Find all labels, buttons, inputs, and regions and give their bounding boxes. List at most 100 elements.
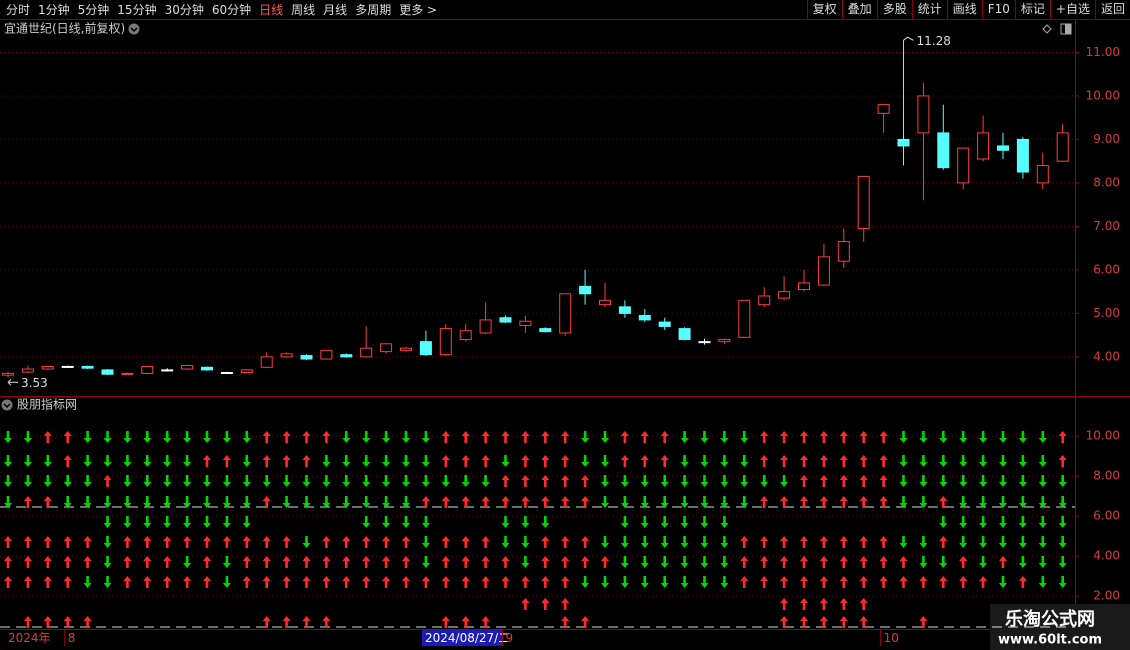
tool-button[interactable]: 画线 bbox=[946, 0, 982, 19]
candle-body bbox=[220, 372, 233, 375]
up-arrow bbox=[780, 598, 789, 610]
up-arrow bbox=[859, 616, 868, 628]
period-tab[interactable]: 更多 > bbox=[399, 3, 438, 17]
period-tab[interactable]: 多周期 bbox=[355, 3, 392, 17]
up-arrow bbox=[760, 455, 769, 467]
period-tab[interactable]: 5分钟 bbox=[77, 3, 110, 17]
y-tick-label: 10.00 bbox=[1086, 429, 1120, 443]
down-arrow bbox=[203, 431, 211, 443]
up-arrow bbox=[879, 496, 888, 508]
up-arrow bbox=[143, 536, 152, 548]
up-arrow bbox=[919, 576, 928, 588]
up-arrow bbox=[640, 455, 649, 467]
down-arrow bbox=[1038, 556, 1047, 568]
up-arrow bbox=[740, 556, 749, 568]
down-arrow bbox=[601, 536, 609, 548]
period-tab[interactable]: 30分钟 bbox=[164, 3, 204, 17]
up-arrow bbox=[481, 616, 490, 628]
diamond-icon[interactable] bbox=[1042, 24, 1052, 34]
up-arrow bbox=[521, 475, 530, 487]
up-arrow bbox=[43, 616, 52, 628]
down-arrow bbox=[660, 496, 669, 508]
up-arrow bbox=[839, 475, 848, 487]
down-arrow bbox=[959, 475, 968, 487]
up-arrow bbox=[382, 556, 391, 568]
tool-button[interactable]: F10 bbox=[981, 0, 1015, 19]
tool-button[interactable]: 标记 bbox=[1014, 0, 1050, 19]
up-arrow bbox=[561, 496, 570, 508]
down-arrow bbox=[103, 455, 112, 467]
up-arrow bbox=[322, 556, 331, 568]
tool-button[interactable]: 复权 bbox=[806, 0, 842, 19]
up-arrow bbox=[461, 455, 470, 467]
down-arrow bbox=[999, 496, 1007, 508]
down-arrow bbox=[402, 516, 410, 528]
up-arrow bbox=[620, 455, 629, 467]
down-arrow bbox=[163, 496, 172, 508]
down-arrow bbox=[342, 455, 351, 467]
down-arrow bbox=[183, 516, 192, 528]
up-arrow bbox=[819, 556, 828, 568]
down-arrow bbox=[1038, 536, 1047, 548]
up-arrow bbox=[63, 576, 72, 588]
candle-body bbox=[937, 132, 950, 169]
up-arrow bbox=[461, 616, 470, 628]
candle-body bbox=[599, 299, 611, 306]
down-arrow bbox=[640, 576, 649, 588]
x-tick-label: 8 bbox=[68, 631, 76, 645]
down-arrow bbox=[23, 475, 32, 487]
down-arrow bbox=[1038, 516, 1047, 528]
tool-button[interactable]: 统计 bbox=[911, 0, 947, 19]
down-arrow bbox=[1018, 455, 1027, 467]
period-tab[interactable]: 15分钟 bbox=[117, 3, 157, 17]
tool-button[interactable]: 返回 bbox=[1094, 0, 1130, 19]
period-tabs: 分时 1分钟 5分钟 15分钟 30分钟 60分钟 日线 周线 月线 多周期 更多 > bbox=[0, 0, 439, 19]
period-tab[interactable]: 月线 bbox=[323, 3, 348, 17]
down-arrow bbox=[183, 556, 192, 568]
up-arrow bbox=[859, 598, 868, 610]
candle-body bbox=[678, 328, 691, 340]
tool-button[interactable]: 叠加 bbox=[841, 0, 877, 19]
candle-body bbox=[141, 365, 154, 374]
up-arrow bbox=[839, 431, 848, 443]
candle-body bbox=[917, 95, 930, 134]
period-tab[interactable]: 周线 bbox=[291, 3, 316, 17]
up-arrow bbox=[402, 556, 410, 568]
up-arrow bbox=[163, 556, 172, 568]
up-arrow bbox=[521, 431, 530, 443]
menu-icon[interactable] bbox=[1, 399, 13, 411]
down-arrow bbox=[402, 496, 410, 508]
up-arrow bbox=[262, 431, 271, 443]
period-tab[interactable]: 分时 bbox=[6, 3, 31, 17]
y-tick-label: 5.00 bbox=[1093, 306, 1120, 320]
down-arrow bbox=[461, 475, 470, 487]
down-arrow bbox=[999, 516, 1007, 528]
up-arrow bbox=[859, 431, 868, 443]
up-arrow bbox=[501, 431, 510, 443]
down-arrow bbox=[4, 455, 12, 467]
tool-button[interactable]: 多股 bbox=[876, 0, 912, 19]
period-tab[interactable]: 日线 bbox=[259, 3, 284, 17]
up-arrow bbox=[461, 556, 470, 568]
y-tick-label: 8.00 bbox=[1093, 469, 1120, 483]
down-arrow bbox=[143, 475, 152, 487]
down-arrow bbox=[680, 475, 689, 487]
up-arrow bbox=[760, 496, 769, 508]
period-tab[interactable]: 1分钟 bbox=[38, 3, 70, 17]
up-arrow bbox=[879, 475, 888, 487]
y-tick-label: 2.00 bbox=[1093, 589, 1120, 603]
up-arrow bbox=[561, 431, 570, 443]
down-arrow bbox=[660, 516, 669, 528]
down-arrow bbox=[740, 431, 749, 443]
down-arrow bbox=[103, 536, 112, 548]
candle-body bbox=[658, 321, 671, 327]
up-arrow bbox=[919, 616, 928, 628]
tool-button[interactable]: +自选 bbox=[1049, 0, 1095, 19]
period-tab[interactable]: 60分钟 bbox=[211, 3, 252, 17]
menu-icon[interactable] bbox=[128, 23, 140, 35]
up-arrow bbox=[760, 576, 769, 588]
up-arrow bbox=[203, 576, 211, 588]
down-arrow bbox=[919, 455, 928, 467]
up-arrow bbox=[242, 556, 251, 568]
up-arrow bbox=[123, 576, 132, 588]
